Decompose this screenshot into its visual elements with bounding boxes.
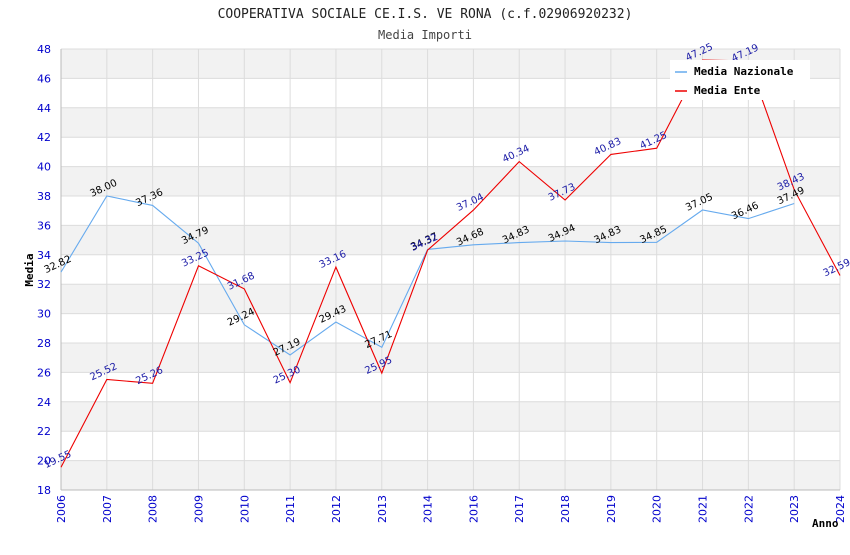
x-tick-label: 2012 — [330, 495, 343, 523]
chart-title: COOPERATIVA SOCIALE CE.I.S. VE RONA (c.f… — [218, 7, 633, 22]
grid-band — [61, 166, 840, 196]
y-tick-label: 28 — [37, 337, 51, 350]
grid-band — [61, 284, 840, 314]
x-tick-label: 2021 — [697, 495, 710, 523]
x-tick-label: 2011 — [284, 495, 297, 523]
grid-bands — [61, 49, 840, 490]
y-tick-label: 24 — [37, 396, 51, 409]
y-tick-label: 22 — [37, 425, 51, 438]
y-tick-labels: 18 20 22 24 26 28 30 32 34 36 38 40 42 44 46 48 — [37, 43, 51, 497]
x-tick-label: 2023 — [788, 495, 801, 523]
grid-band — [61, 343, 840, 373]
y-tick-label: 40 — [37, 161, 51, 174]
x-tick-label: 2020 — [651, 495, 664, 523]
x-tick-label: 2013 — [376, 495, 389, 523]
data-label-ente: 40.34 — [501, 143, 532, 165]
x-tick-label: 2019 — [605, 495, 618, 523]
axes — [60, 49, 840, 491]
x-tick-label: 2024 — [834, 495, 847, 523]
y-tick-label: 34 — [37, 249, 51, 262]
x-tick-label: 2018 — [559, 495, 572, 523]
x-tick-label: 2014 — [422, 495, 435, 523]
x-tick-label: 2016 — [467, 495, 480, 523]
x-tick-label: 2008 — [147, 495, 160, 523]
x-tick-label: 2010 — [238, 495, 251, 523]
y-tick-label: 42 — [37, 131, 51, 144]
legend-label-ente: Media Ente — [694, 84, 761, 97]
grid-band — [61, 460, 840, 490]
grid-band — [61, 107, 840, 138]
y-tick-label: 20 — [37, 455, 51, 468]
y-tick-label: 36 — [37, 219, 51, 232]
y-tick-label: 30 — [37, 308, 51, 321]
y-tick-label: 26 — [37, 366, 51, 379]
x-axis-label: Anno — [812, 517, 839, 530]
data-label-ente: 32.59 — [822, 257, 850, 279]
legend-box — [670, 60, 810, 100]
y-tick-label: 46 — [37, 72, 51, 85]
legend: Media Nazionale Media Ente — [670, 60, 810, 100]
chart-subtitle: Media Importi — [378, 28, 472, 42]
y-tick-label: 32 — [37, 278, 51, 291]
grid-band — [61, 401, 840, 432]
y-tick-label: 38 — [37, 190, 51, 203]
y-axis-label: Media — [23, 253, 36, 286]
y-tick-label: 44 — [37, 102, 51, 115]
data-label-ente: 40.83 — [593, 136, 624, 158]
x-tick-labels: 2006 2007 2008 2009 2010 2011 2012 2013 2014 2016… — [55, 495, 847, 523]
y-tick-label: 18 — [37, 484, 51, 497]
x-tick-label: 2006 — [55, 495, 68, 523]
x-tick-label: 2022 — [742, 495, 755, 523]
data-label-nazionale: 36.46 — [730, 200, 761, 222]
legend-label-nazionale: Media Nazionale — [694, 65, 794, 78]
x-tick-label: 2017 — [513, 495, 526, 523]
y-tick-label: 48 — [37, 43, 51, 56]
x-tick-label: 2009 — [192, 495, 205, 523]
x-tick-label: 2007 — [101, 495, 114, 523]
